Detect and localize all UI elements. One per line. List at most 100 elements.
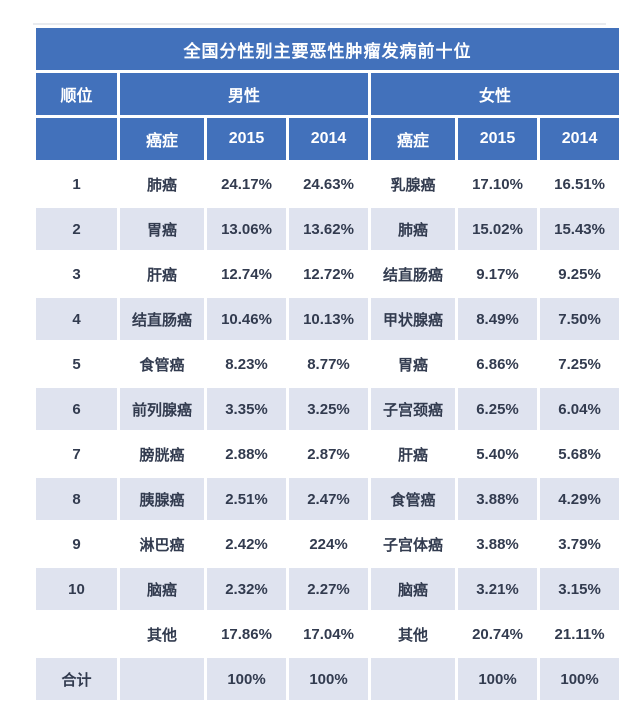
cell-male-cancer: 膀胱癌	[120, 433, 204, 475]
col-header-female-2014: 2014	[540, 118, 620, 160]
cell-female-2015: 3.88%	[458, 523, 537, 565]
col-header-male-2015: 2015	[207, 118, 286, 160]
cell-male-2014: 17.04%	[289, 613, 368, 655]
cell-female-2014: 100%	[540, 658, 620, 700]
cell-female-cancer: 脑癌	[371, 568, 455, 610]
cell-female-2014: 6.04%	[540, 388, 620, 430]
cell-male-2015: 13.06%	[207, 208, 286, 250]
cell-female-cancer: 甲状腺癌	[371, 298, 455, 340]
cell-female-2015: 9.17%	[458, 253, 537, 295]
cell-rank	[36, 613, 117, 655]
cell-female-cancer: 乳腺癌	[371, 163, 455, 205]
table-row: 5 食管癌 8.23% 8.77% 胃癌 6.86% 7.25%	[36, 343, 620, 385]
cell-male-cancer: 食管癌	[120, 343, 204, 385]
col-header-rank: 顺位	[36, 73, 117, 115]
table-row: 4 结直肠癌 10.46% 10.13% 甲状腺癌 8.49% 7.50%	[36, 298, 620, 340]
col-header-blank	[36, 118, 117, 160]
cell-female-2014: 9.25%	[540, 253, 620, 295]
table-row: 2 胃癌 13.06% 13.62% 肺癌 15.02% 15.43%	[36, 208, 620, 250]
table-title: 全国分性别主要恶性肿瘤发病前十位	[36, 28, 620, 70]
table-container: 全国分性别主要恶性肿瘤发病前十位 顺位 男性 女性 癌症 2015 2014 癌…	[33, 23, 620, 703]
cell-male-2015: 17.86%	[207, 613, 286, 655]
table-row: 7 膀胱癌 2.88% 2.87% 肝癌 5.40% 5.68%	[36, 433, 620, 475]
cell-female-cancer	[371, 658, 455, 700]
cell-female-2015: 8.49%	[458, 298, 537, 340]
cell-male-2015: 2.42%	[207, 523, 286, 565]
cell-male-cancer: 肝癌	[120, 253, 204, 295]
cell-male-2014: 24.63%	[289, 163, 368, 205]
col-header-male: 男性	[120, 73, 368, 115]
group-header-row: 顺位 男性 女性	[36, 73, 620, 115]
cell-male-2015: 100%	[207, 658, 286, 700]
cell-male-2014: 13.62%	[289, 208, 368, 250]
cell-rank: 5	[36, 343, 117, 385]
cell-male-2015: 2.32%	[207, 568, 286, 610]
table-row: 10 脑癌 2.32% 2.27% 脑癌 3.21% 3.15%	[36, 568, 620, 610]
col-header-female-2015: 2015	[458, 118, 537, 160]
cell-female-2014: 21.11%	[540, 613, 620, 655]
cell-male-cancer	[120, 658, 204, 700]
cell-rank: 8	[36, 478, 117, 520]
col-header-male-cancer: 癌症	[120, 118, 204, 160]
cell-female-2014: 4.29%	[540, 478, 620, 520]
cell-male-2014: 3.25%	[289, 388, 368, 430]
cell-male-cancer: 脑癌	[120, 568, 204, 610]
cell-male-2015: 2.51%	[207, 478, 286, 520]
cell-female-2014: 7.50%	[540, 298, 620, 340]
cell-male-2015: 24.17%	[207, 163, 286, 205]
cell-female-2015: 5.40%	[458, 433, 537, 475]
col-header-female: 女性	[371, 73, 620, 115]
cell-male-2015: 8.23%	[207, 343, 286, 385]
table-row-total: 合计 100% 100% 100% 100%	[36, 658, 620, 700]
cell-female-2014: 3.15%	[540, 568, 620, 610]
cell-female-2015: 15.02%	[458, 208, 537, 250]
cell-female-2015: 6.86%	[458, 343, 537, 385]
cell-male-2015: 12.74%	[207, 253, 286, 295]
cell-female-2015: 100%	[458, 658, 537, 700]
cell-female-2015: 3.21%	[458, 568, 537, 610]
cell-male-2015: 3.35%	[207, 388, 286, 430]
cell-rank: 7	[36, 433, 117, 475]
cell-female-cancer: 食管癌	[371, 478, 455, 520]
cell-male-cancer: 淋巴癌	[120, 523, 204, 565]
cell-female-cancer: 胃癌	[371, 343, 455, 385]
cell-female-2014: 16.51%	[540, 163, 620, 205]
cell-rank: 1	[36, 163, 117, 205]
cell-male-2014: 224%	[289, 523, 368, 565]
cell-female-2015: 17.10%	[458, 163, 537, 205]
cell-female-cancer: 子宫体癌	[371, 523, 455, 565]
cell-male-cancer: 胃癌	[120, 208, 204, 250]
cell-female-cancer: 其他	[371, 613, 455, 655]
cell-female-2014: 7.25%	[540, 343, 620, 385]
cell-female-2014: 3.79%	[540, 523, 620, 565]
cell-male-cancer: 结直肠癌	[120, 298, 204, 340]
cell-male-2014: 2.47%	[289, 478, 368, 520]
cell-female-cancer: 结直肠癌	[371, 253, 455, 295]
table-row: 3 肝癌 12.74% 12.72% 结直肠癌 9.17% 9.25%	[36, 253, 620, 295]
cell-female-cancer: 肝癌	[371, 433, 455, 475]
table-row: 8 胰腺癌 2.51% 2.47% 食管癌 3.88% 4.29%	[36, 478, 620, 520]
cell-male-2015: 10.46%	[207, 298, 286, 340]
cell-rank: 4	[36, 298, 117, 340]
table-row: 6 前列腺癌 3.35% 3.25% 子宫颈癌 6.25% 6.04%	[36, 388, 620, 430]
table-row: 9 淋巴癌 2.42% 224% 子宫体癌 3.88% 3.79%	[36, 523, 620, 565]
cell-male-2014: 2.27%	[289, 568, 368, 610]
cell-male-2014: 2.87%	[289, 433, 368, 475]
table-body: 1 肺癌 24.17% 24.63% 乳腺癌 17.10% 16.51% 2 胃…	[36, 163, 620, 700]
table-header: 全国分性别主要恶性肿瘤发病前十位 顺位 男性 女性 癌症 2015 2014 癌…	[36, 28, 620, 160]
table-row: 1 肺癌 24.17% 24.63% 乳腺癌 17.10% 16.51%	[36, 163, 620, 205]
sub-header-row: 癌症 2015 2014 癌症 2015 2014	[36, 118, 620, 160]
cell-female-cancer: 子宫颈癌	[371, 388, 455, 430]
col-header-male-2014: 2014	[289, 118, 368, 160]
cell-rank: 9	[36, 523, 117, 565]
cell-female-2014: 15.43%	[540, 208, 620, 250]
cell-female-cancer: 肺癌	[371, 208, 455, 250]
cell-rank: 3	[36, 253, 117, 295]
cell-male-2014: 12.72%	[289, 253, 368, 295]
cell-male-cancer: 其他	[120, 613, 204, 655]
cell-rank: 10	[36, 568, 117, 610]
table-row-others: 其他 17.86% 17.04% 其他 20.74% 21.11%	[36, 613, 620, 655]
cell-female-2015: 3.88%	[458, 478, 537, 520]
cell-female-2014: 5.68%	[540, 433, 620, 475]
